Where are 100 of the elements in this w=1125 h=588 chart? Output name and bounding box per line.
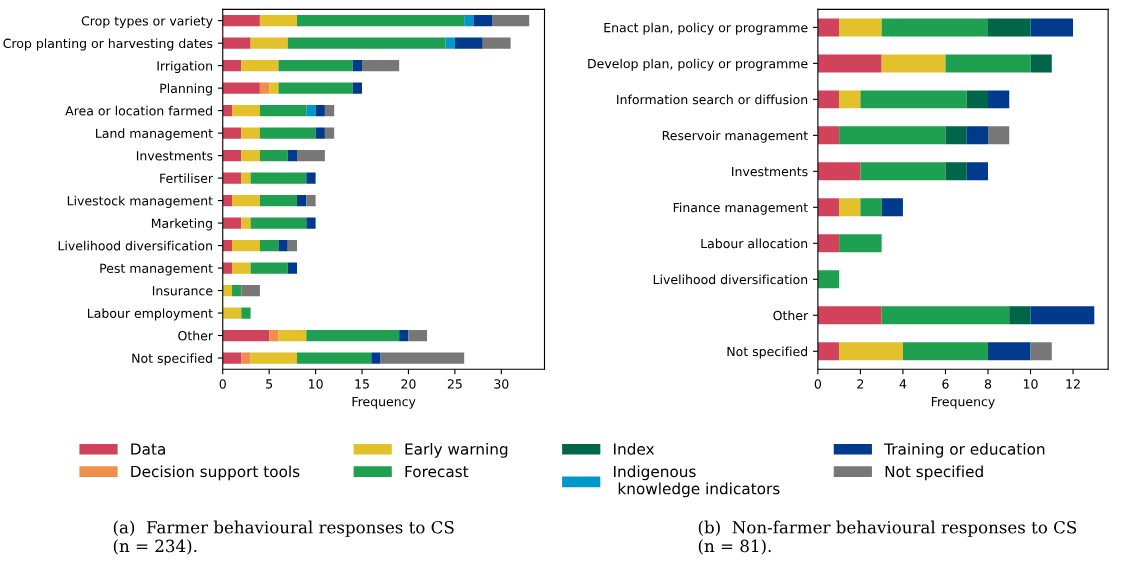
bar — [222, 60, 242, 72]
x-axis-title: Frequency — [931, 397, 995, 409]
bar — [232, 194, 260, 207]
bar — [222, 239, 233, 252]
bar — [222, 307, 242, 319]
bar — [222, 104, 233, 117]
y-tick-label: Other — [773, 310, 809, 321]
y-tick-label: Planning — [160, 83, 212, 96]
y-tick-label: Finance management — [673, 202, 808, 215]
bar — [306, 194, 316, 207]
bar — [839, 90, 861, 109]
y-tick-label: Livelihood diversification — [58, 240, 212, 251]
bar — [817, 198, 840, 217]
bar — [306, 104, 316, 117]
bar — [306, 172, 316, 184]
bar — [278, 239, 288, 252]
bar — [259, 149, 288, 162]
bar — [259, 104, 307, 117]
bar — [232, 262, 251, 274]
bar — [945, 162, 967, 181]
y-tick-label: Labour employment — [88, 308, 213, 321]
x-tick-label: 10 — [309, 379, 323, 389]
bar — [241, 149, 260, 162]
bar — [817, 306, 882, 325]
y-tick-label: Area or location farmed — [65, 105, 212, 116]
bar — [817, 270, 840, 289]
bar — [881, 306, 1010, 325]
bar — [399, 329, 409, 342]
bar — [250, 352, 298, 364]
bar — [839, 18, 882, 37]
y-tick-label: Crop planting or harvesting dates — [3, 38, 213, 51]
bar — [817, 234, 840, 253]
bar — [269, 329, 279, 342]
bar — [259, 15, 298, 27]
bar — [1030, 18, 1074, 37]
bar — [371, 352, 381, 364]
bar — [222, 217, 242, 229]
bar — [222, 262, 233, 274]
bar — [817, 90, 840, 109]
x-tick-label: 2 — [857, 379, 864, 389]
bar — [232, 239, 260, 252]
x-tick-label: 10 — [1023, 379, 1038, 389]
bar — [222, 352, 242, 364]
bar — [881, 18, 988, 37]
bar — [839, 342, 903, 361]
x-tick-label: 5 — [266, 379, 273, 389]
x-tick-label: 20 — [401, 379, 416, 389]
legend-label: Training or education — [884, 442, 1045, 458]
bar — [492, 15, 530, 27]
bar — [287, 262, 298, 274]
bar — [945, 126, 967, 145]
bar — [817, 18, 840, 37]
y-tick-label: Information search or diffusion — [617, 94, 808, 105]
legend-label: Index — [614, 442, 655, 455]
bar — [482, 37, 511, 49]
x-tick-label: 6 — [942, 379, 949, 389]
y-tick-label: Enact plan, policy or programme — [604, 22, 808, 35]
bar — [1030, 342, 1052, 361]
bar — [839, 126, 946, 145]
bar — [278, 329, 307, 342]
y-tick-label: Land management — [96, 128, 213, 141]
bar — [306, 217, 316, 229]
bar — [1030, 54, 1052, 73]
bar — [241, 284, 260, 297]
bar — [966, 126, 988, 145]
bar — [250, 172, 307, 184]
bar — [278, 60, 353, 72]
y-tick-label: Livelihood diversification — [653, 274, 808, 285]
bar — [222, 127, 242, 139]
bar — [250, 217, 307, 229]
bar — [817, 126, 840, 145]
x-tick-label: 15 — [355, 379, 369, 389]
bar — [902, 342, 988, 361]
y-tick-label: Develop plan, policy or programme — [588, 58, 808, 71]
text: (b) Non-farmer behavioural responses to CS (n = 81). — [698, 520, 1077, 555]
bar — [287, 37, 446, 49]
bar — [352, 60, 363, 72]
bar — [222, 329, 270, 342]
text: (a) Farmer behavioural responses to CS (n = 234). — [113, 520, 454, 555]
legend-label: Indigenous knowledge indicators — [614, 465, 780, 498]
legend-label: Not specified — [885, 465, 983, 481]
bar — [315, 104, 325, 117]
x-tick-label: 0 — [219, 379, 226, 389]
y-tick-label: Labour allocation — [701, 238, 808, 249]
bar — [839, 198, 861, 217]
y-tick-label: Investments — [136, 151, 213, 161]
bar — [987, 90, 1010, 109]
y-tick-label: Investments — [732, 166, 808, 177]
bar — [473, 15, 493, 27]
bar — [445, 37, 455, 49]
bar — [259, 194, 298, 207]
x-tick-label: 4 — [899, 379, 907, 389]
y-tick-label: Marketing — [151, 218, 212, 231]
bar — [817, 54, 882, 73]
bar — [306, 329, 400, 342]
bar — [817, 162, 861, 181]
x-tick-label: 25 — [447, 379, 462, 389]
bar — [987, 126, 1010, 145]
bar — [241, 217, 251, 229]
y-tick-label: Not specified — [132, 353, 212, 366]
